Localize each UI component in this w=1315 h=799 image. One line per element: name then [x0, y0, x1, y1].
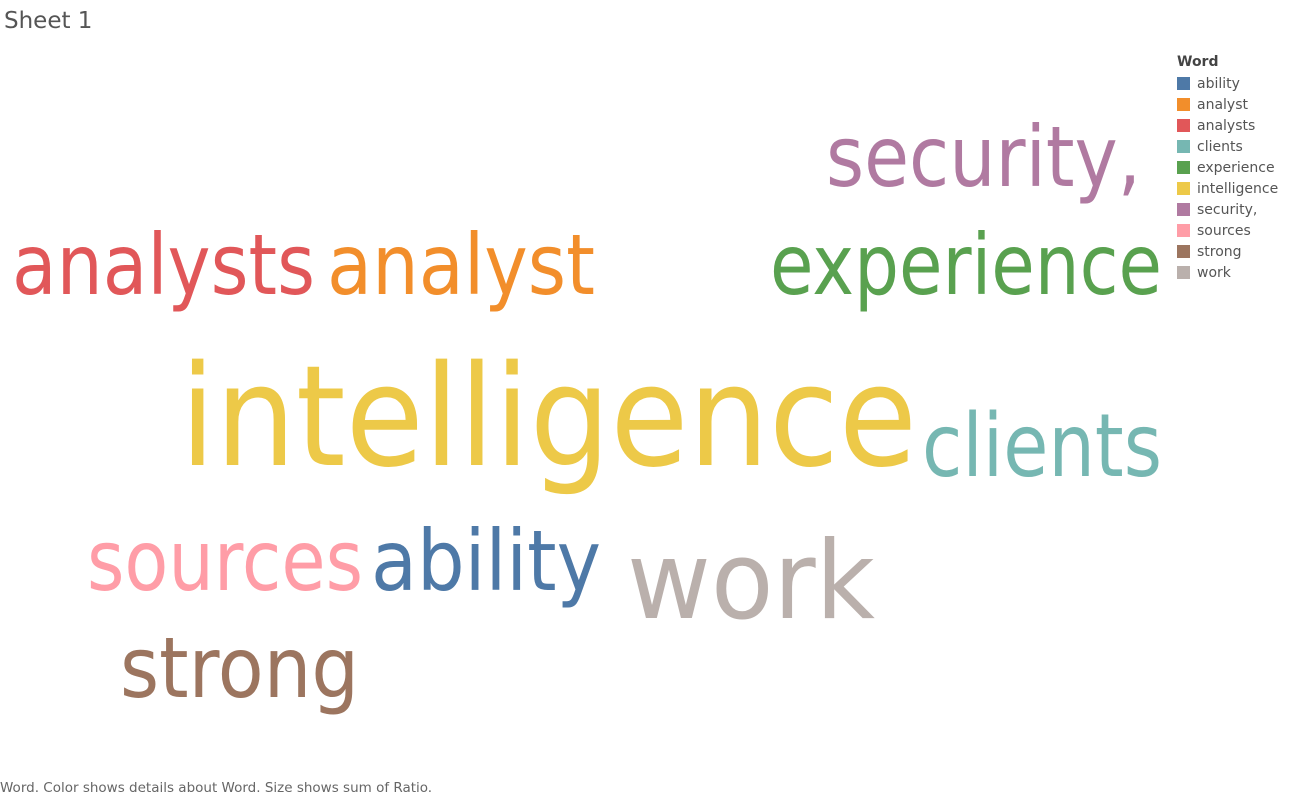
legend-item-label: experience — [1197, 159, 1275, 176]
legend-item-security[interactable]: security, — [1177, 199, 1307, 220]
legend-swatch — [1177, 161, 1190, 174]
legend-item-work[interactable]: work — [1177, 262, 1307, 283]
cloud-word-clients[interactable]: clients — [922, 395, 1162, 497]
legend-item-strong[interactable]: strong — [1177, 241, 1307, 262]
legend-item-label: analysts — [1197, 117, 1256, 134]
legend-swatch — [1177, 77, 1190, 90]
chart-caption: Word. Color shows details about Word. Si… — [0, 780, 433, 796]
legend-swatch — [1177, 140, 1190, 153]
cloud-word-analyst[interactable]: analyst — [327, 216, 595, 314]
legend-swatch — [1177, 203, 1190, 216]
legend-swatch — [1177, 266, 1190, 279]
legend-item-label: clients — [1197, 138, 1243, 155]
legend-item-experience[interactable]: experience — [1177, 157, 1307, 178]
legend-item-analysts[interactable]: analysts — [1177, 115, 1307, 136]
cloud-word-intelligence[interactable]: intelligence — [180, 336, 917, 499]
cloud-word-ability[interactable]: ability — [371, 512, 601, 610]
legend-swatch — [1177, 245, 1190, 258]
cloud-word-experience[interactable]: experience — [770, 216, 1162, 314]
legend-item-label: ability — [1197, 75, 1240, 92]
sheet-title: Sheet 1 — [4, 8, 93, 34]
cloud-word-security[interactable]: security, — [826, 108, 1141, 206]
legend-title: Word — [1177, 54, 1219, 70]
color-legend[interactable]: Word ability analyst analysts clients experi… — [1177, 53, 1307, 283]
legend-swatch — [1177, 119, 1190, 132]
legend-item-label: security, — [1197, 201, 1258, 218]
legend-item-ability[interactable]: ability — [1177, 73, 1307, 94]
cloud-word-sources[interactable]: sources — [87, 512, 363, 610]
legend-list: ability analyst analysts clients experience i… — [1177, 73, 1307, 283]
legend-item-analyst[interactable]: analyst — [1177, 94, 1307, 115]
legend-item-clients[interactable]: clients — [1177, 136, 1307, 157]
legend-swatch — [1177, 224, 1190, 237]
legend-item-sources[interactable]: sources — [1177, 220, 1307, 241]
cloud-word-analysts[interactable]: analysts — [12, 216, 315, 314]
legend-item-label: intelligence — [1197, 180, 1279, 197]
legend-item-intelligence[interactable]: intelligence — [1177, 178, 1307, 199]
legend-item-label: sources — [1197, 222, 1251, 239]
legend-item-label: work — [1197, 264, 1231, 281]
legend-swatch — [1177, 182, 1190, 195]
cloud-word-strong[interactable]: strong — [120, 619, 359, 717]
legend-swatch — [1177, 98, 1190, 111]
legend-item-label: analyst — [1197, 96, 1248, 113]
cloud-word-work[interactable]: work — [627, 519, 875, 644]
legend-item-label: strong — [1197, 243, 1242, 260]
